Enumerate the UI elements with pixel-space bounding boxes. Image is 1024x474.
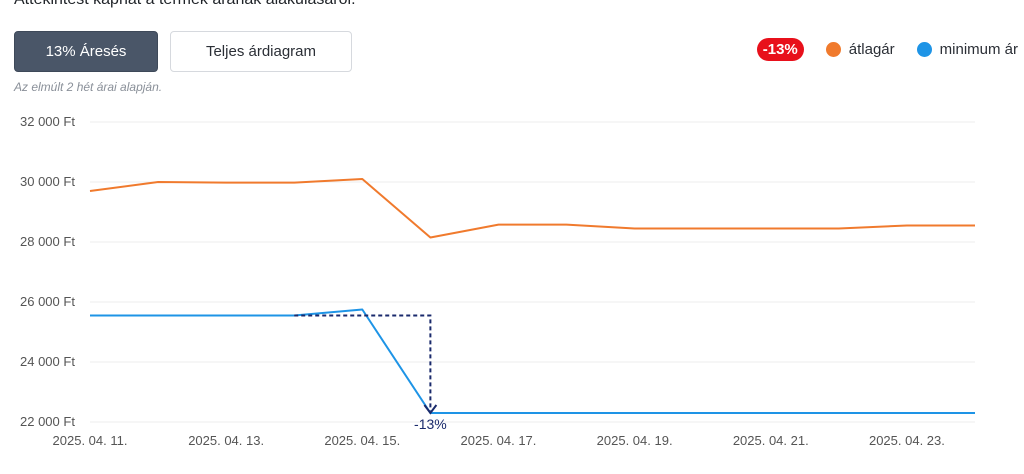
x-tick-label: 2025. 04. 23. [869, 433, 945, 448]
x-tick-label: 2025. 04. 11. [53, 433, 128, 448]
chart-note: Az elmúlt 2 hét árai alapján. [14, 80, 163, 94]
orange-dot-icon [825, 42, 841, 57]
drop-arrowhead-icon [423, 404, 438, 415]
y-tick-label: 26 000 Ft [20, 294, 75, 309]
x-tick-label: 2025. 04. 13. [188, 433, 264, 448]
y-tick-label: 32 000 Ft [20, 114, 75, 129]
y-tick-label: 28 000 Ft [20, 234, 75, 249]
tab-price-drop[interactable]: 13% Áresés [14, 31, 158, 72]
drop-annotation-label: -13% [414, 416, 447, 432]
y-tick-label: 30 000 Ft [20, 174, 75, 189]
series-line-minimum [90, 308, 975, 414]
x-tick-label: 2025. 04. 21. [733, 433, 809, 448]
chart-legend: -13% átlagár minimum ár [756, 38, 1018, 61]
legend-label-average: átlagár [848, 41, 895, 58]
y-tick-label: 24 000 Ft [20, 354, 75, 369]
legend-label-minimum: minimum ár [939, 41, 1018, 58]
intro-text: Áttekintést kaphat a termék árának alaku… [14, 0, 356, 9]
x-tick-label: 2025. 04. 17. [461, 433, 537, 448]
x-tick-label: 2025. 04. 19. [597, 433, 673, 448]
price-drop-badge: -13% [756, 38, 804, 61]
price-line-chart: 22 000 Ft 24 000 Ft 26 000 Ft 28 000 Ft 30 0… [20, 114, 975, 448]
y-tick-label: 22 000 Ft [20, 414, 75, 429]
blue-dot-icon [916, 42, 932, 57]
series-line-average [89, 178, 975, 239]
tab-full-price-chart[interactable]: Teljes árdiagram [170, 31, 352, 72]
x-tick-label: 2025. 04. 15. [324, 433, 400, 448]
legend-item-minimum[interactable]: minimum ár [916, 41, 1018, 58]
drop-arrow-line [294, 314, 432, 411]
legend-item-average[interactable]: átlagár [825, 41, 895, 58]
